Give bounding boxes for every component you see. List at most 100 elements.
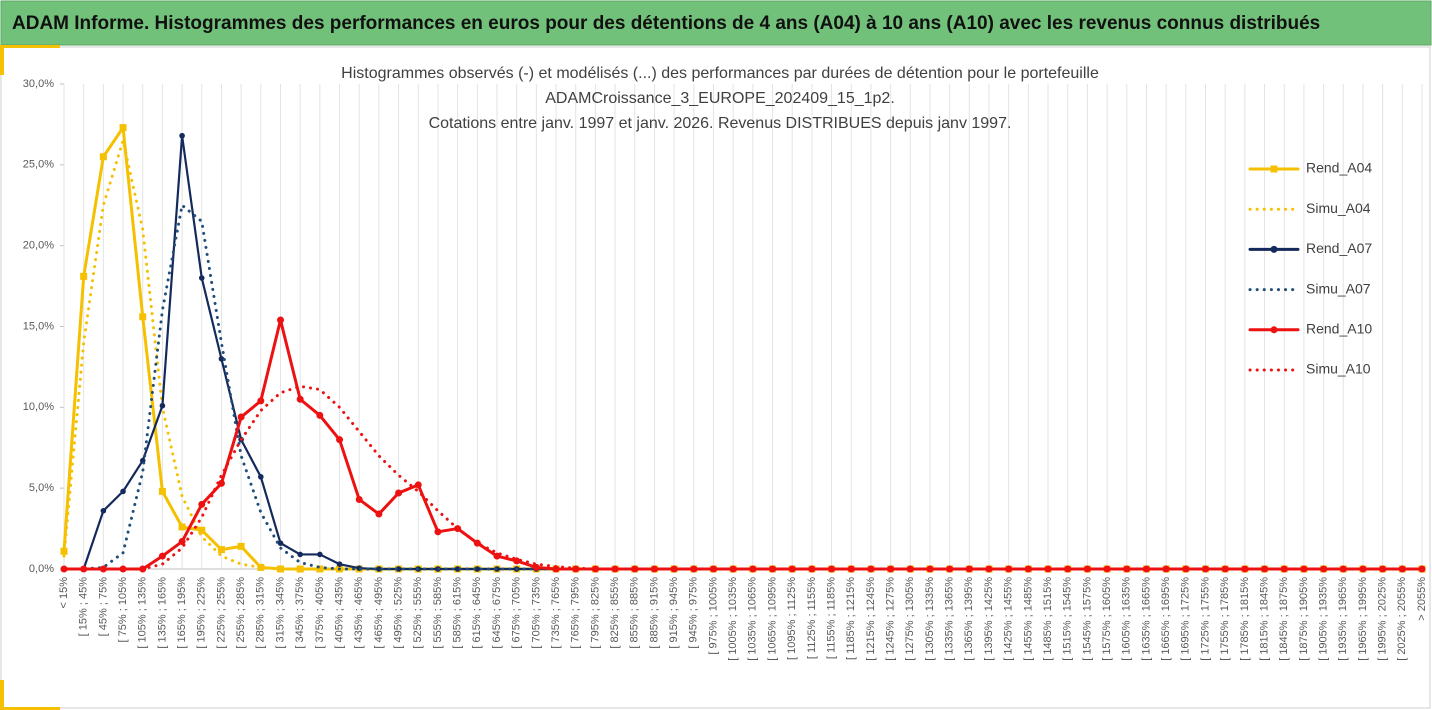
- x-tick-label: [ 885% ; 915%: [648, 577, 660, 649]
- marker: [493, 552, 501, 560]
- marker: [217, 479, 225, 487]
- marker: [120, 488, 126, 495]
- marker: [99, 565, 107, 573]
- marker: [158, 552, 166, 560]
- x-tick-label: [ 1365% ; 1395%: [963, 577, 975, 661]
- x-tick-label: [ 1905% ; 1935%: [1318, 577, 1330, 661]
- marker: [317, 551, 323, 558]
- marker: [336, 436, 344, 444]
- x-tick-label: [ 1635% ; 1665%: [1140, 577, 1152, 661]
- series-line: [62, 384, 1424, 571]
- x-tick-label: [ 1395% ; 1425%: [983, 577, 995, 661]
- x-tick-label: [ 1695% ; 1725%: [1180, 577, 1192, 661]
- x-tick-label: [ 1875% ; 1905%: [1298, 577, 1310, 661]
- accent: [0, 45, 4, 75]
- x-tick-label: [ 1155% ; 1185%: [825, 577, 837, 659]
- x-tick-label: [ 765% ; 795%: [570, 577, 582, 649]
- y-tick-label: 5,0%: [29, 482, 54, 494]
- x-tick-label: [ 795% ; 825%: [589, 577, 601, 649]
- marker: [257, 397, 265, 405]
- x-tick-label: [ 1215% ; 1245%: [865, 577, 877, 661]
- x-tick-label: [ 975% ; 1005%: [707, 577, 719, 655]
- x-tick-label: [ 1755% ; 1785%: [1219, 577, 1231, 661]
- x-tick-label: [ 375% ; 405%: [314, 577, 326, 649]
- legend-label: Rend_A10: [1306, 321, 1372, 337]
- x-tick-label: [ 705% ; 735%: [530, 577, 542, 649]
- x-tick-label: [ 1605% ; 1635%: [1121, 577, 1133, 661]
- marker: [178, 538, 186, 546]
- x-tick-label: [ 1815% ; 1845%: [1258, 577, 1270, 661]
- chart-title: ADAMCroissance_3_EUROPE_202409_15_1p2.: [545, 90, 895, 107]
- x-tick-label: [ 1545% ; 1575%: [1081, 577, 1093, 661]
- marker: [296, 565, 304, 573]
- x-tick-label: [ 1845% ; 1875%: [1278, 577, 1290, 661]
- x-tick-label: [ 1275% ; 1305%: [904, 577, 916, 661]
- x-tick-label: [ 915% ; 945%: [668, 577, 680, 649]
- marker: [769, 565, 777, 573]
- x-tick-label: [ 1035% ; 1065%: [747, 577, 759, 661]
- x-tick-label: [ 2025% ; 2055%: [1396, 577, 1408, 661]
- marker: [99, 153, 107, 161]
- x-tick-label: [ 825% ; 855%: [609, 577, 621, 649]
- x-tick-label: [ 195% ; 225%: [196, 577, 208, 649]
- marker: [474, 566, 481, 572]
- marker: [690, 565, 698, 573]
- x-tick-label: [ 1995% ; 2025%: [1377, 577, 1389, 661]
- marker: [788, 565, 796, 573]
- x-tick-label: [ 555% ; 585%: [432, 577, 444, 649]
- x-tick-label: [ 1935% ; 1965%: [1337, 577, 1349, 661]
- marker: [395, 566, 402, 572]
- legend-marker: [1270, 326, 1278, 334]
- marker: [119, 565, 127, 573]
- marker: [1142, 565, 1150, 573]
- marker: [946, 565, 954, 573]
- marker: [277, 540, 284, 546]
- x-tick-label: [ 255% ; 285%: [235, 577, 247, 649]
- accent: [0, 680, 4, 710]
- marker: [375, 510, 383, 518]
- marker: [80, 565, 88, 573]
- marker: [100, 508, 107, 514]
- x-tick-label: [ 675% ; 705%: [511, 577, 523, 649]
- legend-label: Rend_A07: [1306, 240, 1372, 256]
- accent: [0, 45, 60, 48]
- x-tick-label: [ 435% ; 465%: [353, 577, 365, 649]
- x-tick-label: [ 105% ; 135%: [137, 577, 149, 649]
- marker: [355, 495, 363, 503]
- x-tick-label: [ 1965% ; 1995%: [1357, 577, 1369, 661]
- marker: [709, 565, 717, 573]
- x-tick-label: [ 75% ; 105%: [117, 577, 129, 643]
- x-tick-label: [ 1185% ; 1215%: [845, 577, 857, 660]
- marker: [80, 272, 88, 280]
- x-tick-label: [ 645% ; 675%: [491, 577, 503, 649]
- marker: [159, 402, 166, 409]
- x-tick-label: [ 1125% ; 1155%: [806, 577, 818, 659]
- x-tick-label: [ 1665% ; 1695%: [1160, 577, 1172, 661]
- x-tick-label: [ 405% ; 435%: [333, 577, 345, 649]
- x-tick-label: [ 1455% ; 1485%: [1022, 577, 1034, 661]
- marker: [217, 546, 225, 554]
- x-tick-label: [ 1095% ; 1125%: [786, 577, 798, 660]
- x-tick-label: [ 135% ; 165%: [156, 577, 168, 649]
- marker: [847, 565, 855, 573]
- chart-title: Cotations entre janv. 1997 et janv. 2026…: [429, 115, 1012, 132]
- accent: [0, 707, 60, 710]
- marker: [316, 565, 324, 573]
- x-tick-label: [ 45% ; 75%: [97, 577, 109, 637]
- x-tick-label: [ 1575% ; 1605%: [1101, 577, 1113, 661]
- x-tick-label: [ 225% ; 255%: [215, 577, 227, 649]
- marker: [119, 124, 127, 132]
- x-tick-label: [ 1335% ; 1365%: [944, 577, 956, 661]
- marker: [258, 474, 264, 480]
- x-tick-label: [ 615% ; 645%: [471, 577, 483, 649]
- chart-border: [0, 46, 1431, 709]
- marker: [316, 411, 324, 419]
- x-tick-label: [ 735% ; 765%: [550, 577, 562, 649]
- marker: [1280, 565, 1288, 573]
- marker: [414, 481, 422, 489]
- legend-label: Simu_A10: [1306, 361, 1371, 377]
- x-tick-label: [ 345% ; 375%: [294, 577, 306, 649]
- x-tick-label: [ 855% ; 885%: [629, 577, 641, 649]
- marker: [1398, 565, 1406, 573]
